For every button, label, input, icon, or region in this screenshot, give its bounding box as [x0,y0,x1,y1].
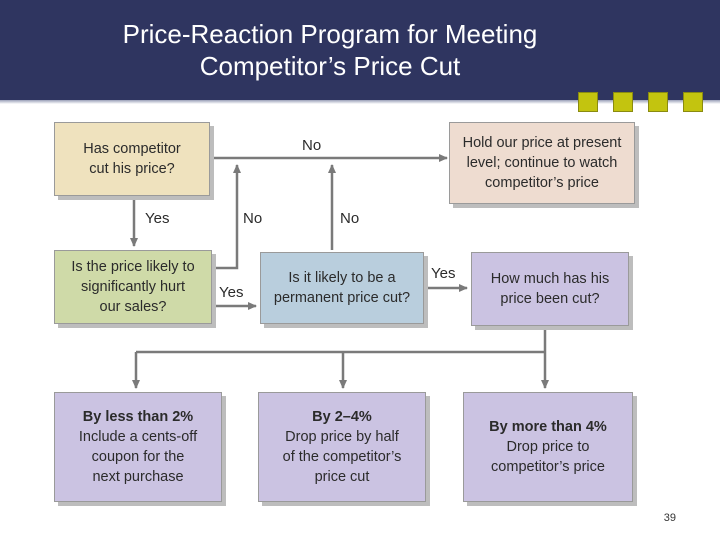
box-line: level; continue to watch [466,155,618,171]
box-line: significantly hurt [81,279,185,295]
accent-square-3 [648,92,668,112]
box-line: competitor’s price [491,459,605,475]
box-heading: By more than 4% [489,419,607,435]
accent-square-4 [683,92,703,112]
box-heading: By 2–4% [312,409,372,425]
title-bar [0,0,720,100]
box-line: our sales? [99,299,167,315]
box-line: permanent price cut? [273,290,411,306]
label-yes-permanent: Yes [431,265,456,282]
box-less-than-2: By less than 2% Include a cents-off coup… [54,392,222,502]
box-line: next purchase [92,469,184,485]
box-line: of the competitor’s [282,449,402,465]
box-how-much-question: How much has his price been cut? [471,252,629,326]
arrow-hurt-no [212,164,241,270]
accent-square-1 [578,92,598,112]
box-line: Drop price to [506,439,590,455]
box-line: How much has his [490,271,610,287]
title-bar-shadow [0,100,720,104]
label-no-permanent: No [340,210,360,227]
box-line: price been cut? [500,291,600,307]
label-yes-down: Yes [145,210,170,227]
box-line: Include a cents-off [78,429,198,445]
box-heading: By less than 2% [82,409,194,425]
box-permanent-cut-question: Is it likely to be a permanent price cut… [260,252,424,324]
box-competitor-cut-question: Has competitor cut his price? [54,122,210,196]
box-line: Has competitor [83,141,181,157]
box-more-than-4: By more than 4% Drop price to competitor… [463,392,633,502]
box-hurt-sales-question: Is the price likely to significantly hur… [54,250,212,324]
accent-square-2 [613,92,633,112]
box-hold-price: Hold our price at present level; continu… [449,122,635,204]
box-line: coupon for the [91,449,185,465]
page-number: 39 [663,512,676,524]
box-line: Is it likely to be a [288,270,396,286]
box-line: Is the price likely to [71,259,195,275]
box-line: cut his price? [89,161,175,177]
box-two-to-four: By 2–4% Drop price by half of the compet… [258,392,426,502]
box-line: Hold our price at present [462,135,622,151]
box-line: Drop price by half [285,429,399,445]
box-line: price cut [314,469,370,485]
slide-title-line-1: Price-Reaction Program for Meeting [122,19,538,49]
slide-title: Price-Reaction Program for Meeting Compe… [80,18,580,82]
label-no-top: No [302,137,322,154]
box-line: competitor’s price [485,175,599,191]
label-no-hurt: No [243,210,263,227]
slide-title-line-2: Competitor’s Price Cut [199,51,461,81]
label-yes-hurt: Yes [219,284,244,301]
